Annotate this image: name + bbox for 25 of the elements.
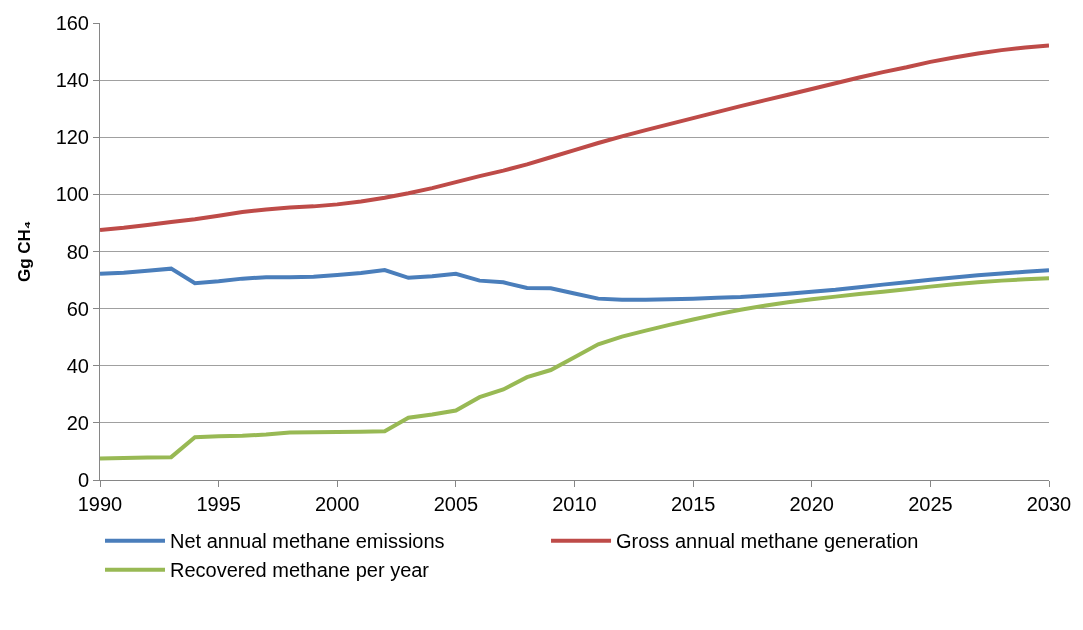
legend-label: Gross annual methane generation <box>616 530 919 553</box>
line-series <box>100 276 1049 461</box>
y-tick-label: 100 <box>55 183 89 206</box>
x-tick-label: 2020 <box>789 493 834 515</box>
x-tick-label: 2000 <box>315 493 360 515</box>
x-tick-label: 2030 <box>1026 493 1072 515</box>
legend-label: Recovered methane per year <box>170 559 430 582</box>
x-tick-label: 2010 <box>552 493 597 515</box>
y-tick-label: 60 <box>66 297 89 320</box>
y-tick-label: 160 <box>55 12 89 34</box>
y-tick-label: 0 <box>77 469 89 491</box>
y-tick-label: 20 <box>66 411 89 434</box>
line-series <box>100 266 1049 302</box>
y-tick-label: 80 <box>66 240 89 263</box>
x-tick-label: 2005 <box>433 493 479 515</box>
legend-label: Net annual methane emissions <box>170 530 445 553</box>
x-tick-label: 2025 <box>908 493 953 515</box>
x-tick-label: 2015 <box>670 493 716 515</box>
x-tick-label: 1990 <box>77 493 123 515</box>
y-tick-label: 120 <box>55 126 89 149</box>
y-tick-label: 140 <box>55 69 89 92</box>
y-tick-label: 40 <box>66 354 89 377</box>
y-axis-title: Gg CH₄ <box>15 221 35 282</box>
line-series <box>100 43 1049 233</box>
x-tick-label: 1995 <box>196 493 241 515</box>
